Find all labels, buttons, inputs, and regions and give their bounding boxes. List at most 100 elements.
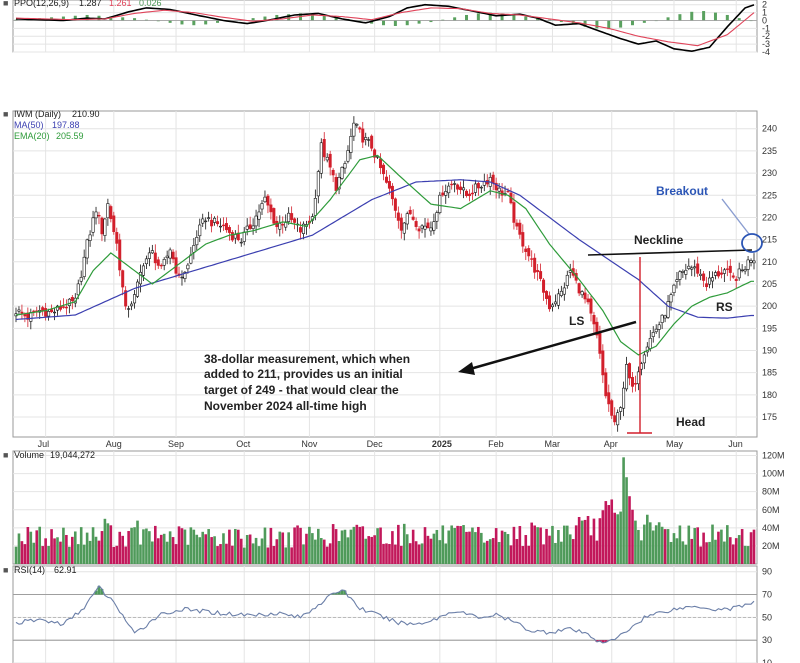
price-candle-body bbox=[654, 328, 658, 333]
volume-bar bbox=[20, 541, 24, 564]
volume-bar bbox=[23, 544, 27, 564]
data-layer bbox=[13, 3, 763, 644]
volume-bar bbox=[234, 528, 237, 564]
volume-bar bbox=[257, 546, 261, 564]
volume-bar bbox=[482, 542, 486, 564]
volume-bar bbox=[542, 544, 545, 564]
price-candle-body bbox=[67, 298, 71, 306]
volume-bar bbox=[281, 532, 285, 564]
volume-bar bbox=[142, 529, 145, 564]
price-candle-body bbox=[622, 387, 626, 409]
price-candle-body bbox=[293, 218, 297, 223]
xtick-label: May bbox=[666, 439, 684, 449]
ppo-histogram-bar bbox=[393, 20, 397, 26]
price-candle-body bbox=[322, 139, 326, 158]
price-candle-body bbox=[737, 268, 741, 279]
volume-bar bbox=[319, 538, 323, 564]
ppo-signal-line bbox=[15, 7, 755, 47]
volume-bar bbox=[287, 532, 290, 564]
ppo-ytick-label: 0 bbox=[762, 15, 767, 25]
volume-bar bbox=[41, 546, 44, 564]
ppo-histogram-bar bbox=[512, 14, 516, 21]
price-candle-body bbox=[610, 400, 614, 416]
price-candle-body bbox=[408, 209, 412, 215]
xtick-label: 2025 bbox=[432, 439, 452, 449]
price-candle-body bbox=[263, 196, 267, 203]
price-candle-body bbox=[545, 291, 549, 299]
volume-bar bbox=[340, 530, 344, 564]
price-candle-body bbox=[473, 183, 477, 193]
volume-bar bbox=[583, 519, 587, 564]
volume-bar bbox=[702, 532, 705, 564]
price-candle-body bbox=[648, 337, 652, 349]
price-candle-body bbox=[319, 142, 323, 174]
volume-bar bbox=[723, 541, 726, 564]
volume-bar bbox=[450, 525, 453, 564]
volume-bar bbox=[474, 532, 477, 564]
price-ytick-label: 225 bbox=[762, 190, 777, 200]
price-candle-body bbox=[696, 263, 700, 274]
volume-bar bbox=[278, 531, 282, 564]
volume-bar bbox=[462, 525, 465, 564]
volume-bar bbox=[204, 534, 207, 564]
volume-ytick-label: 80M bbox=[762, 487, 780, 497]
price-ytick-label: 210 bbox=[762, 257, 777, 267]
volume-bar bbox=[76, 544, 80, 564]
volume-bar bbox=[598, 518, 602, 564]
price-candle-body bbox=[536, 270, 540, 273]
price-candle-body bbox=[227, 227, 231, 233]
price-candle-body bbox=[207, 217, 211, 219]
volume-bar bbox=[397, 524, 400, 564]
ppo-histogram-bar bbox=[524, 16, 528, 21]
volume-bar bbox=[696, 527, 699, 564]
volume-bar bbox=[506, 534, 510, 564]
price-candle-body bbox=[607, 392, 611, 405]
price-ytick-label: 180 bbox=[762, 390, 777, 400]
price-candle-body bbox=[290, 213, 294, 220]
ppo-histogram-bar bbox=[702, 11, 706, 21]
volume-bar bbox=[622, 457, 625, 564]
volume-bar bbox=[299, 527, 302, 564]
volume-bar bbox=[726, 525, 729, 564]
volume-bar bbox=[154, 525, 157, 564]
volume-bar bbox=[453, 528, 456, 564]
price-candle-body bbox=[429, 227, 433, 232]
volume-bar bbox=[717, 531, 720, 564]
volume-bar bbox=[619, 511, 622, 564]
price-candle-body bbox=[239, 241, 243, 244]
price-ytick-label: 215 bbox=[762, 235, 777, 245]
volume-bar bbox=[302, 544, 305, 564]
ppo-histogram-bar bbox=[488, 12, 492, 21]
ppo-histogram-bar bbox=[121, 17, 125, 21]
price-candle-body bbox=[592, 314, 596, 325]
price-candle-body bbox=[539, 271, 543, 279]
xtick-label: Jun bbox=[728, 439, 743, 449]
price-candle-body bbox=[340, 167, 344, 179]
volume-bar bbox=[728, 537, 732, 564]
volume-bar bbox=[376, 528, 379, 564]
price-candle-body bbox=[242, 231, 246, 242]
price-candle-body bbox=[180, 276, 184, 279]
ppo-histogram-bar bbox=[642, 20, 646, 23]
ppo-histogram-bar bbox=[465, 14, 469, 21]
price-candle-body bbox=[384, 176, 388, 183]
price-candle-body bbox=[266, 195, 270, 206]
price-candle-body bbox=[195, 237, 199, 246]
annotation-head: Head bbox=[676, 415, 705, 429]
price-ytick-label: 220 bbox=[762, 212, 777, 222]
price-candle-body bbox=[678, 271, 682, 280]
volume-bar bbox=[56, 537, 59, 564]
price-candle-body bbox=[127, 308, 131, 310]
volume-bar bbox=[631, 509, 634, 564]
price-candle-body bbox=[628, 363, 632, 379]
xtick-label: Nov bbox=[301, 439, 318, 449]
volume-bar bbox=[17, 533, 21, 564]
price-candle-body bbox=[657, 324, 661, 330]
volume-bar bbox=[643, 524, 646, 564]
ppo-histogram-bar bbox=[500, 13, 504, 21]
price-candle-body bbox=[50, 309, 54, 313]
price-candle-body bbox=[156, 259, 160, 266]
price-candle-body bbox=[224, 223, 228, 231]
volume-bar bbox=[145, 528, 148, 564]
rsi-ytick-label: 10 bbox=[762, 658, 772, 663]
